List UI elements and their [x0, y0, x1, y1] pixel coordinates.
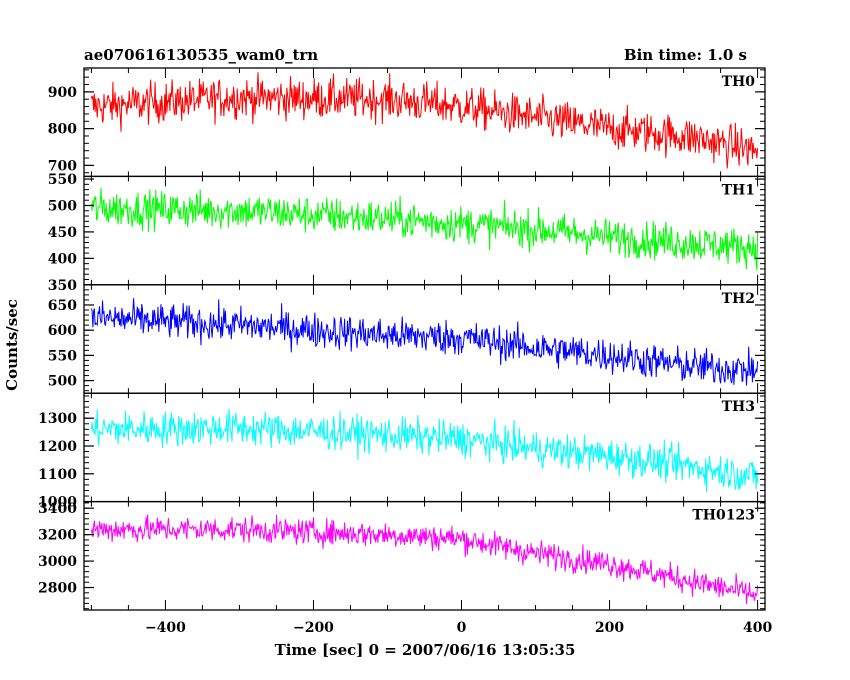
y-tick-label: 1200: [38, 439, 77, 455]
y-tick-label: 550: [48, 172, 77, 188]
panel-th3: 1000 1100 1200 1300 TH3: [38, 392, 766, 511]
x-tick-label: 200: [595, 620, 624, 636]
bin-time-label: Bin time: 1.0 s: [624, 46, 747, 64]
panel-frame: [83, 392, 766, 503]
y-tick-label: 600: [48, 323, 77, 339]
chart-title: ae070616130535_wam0_trn: [84, 46, 318, 64]
y-tick-label: 1100: [38, 467, 77, 483]
y-tick-label: 3400: [38, 501, 77, 517]
x-axis-label: Time [sec] 0 = 2007/06/16 13:05:35: [275, 641, 576, 659]
panel-label: TH0123: [692, 508, 755, 524]
x-tick-label: 400: [743, 620, 772, 636]
y-tick-label: 2800: [38, 581, 77, 597]
series-line-th1: [90, 187, 759, 271]
y-tick-label: 1000: [38, 495, 77, 511]
panel-th0123: 2800 3000 3200 3400 TH0123: [38, 500, 766, 611]
y-tick-label: 500: [48, 374, 77, 390]
y-tick-label: 550: [48, 348, 77, 364]
y-tick-label: 350: [48, 278, 77, 294]
panel-th1: 350 400 450 500 550 TH1: [48, 172, 766, 294]
y-tick-label: 800: [48, 122, 77, 138]
panel-th0: 700 800 900 TH0: [48, 67, 766, 178]
x-tick-label: −400: [145, 620, 186, 636]
panel-frame: [83, 67, 766, 178]
series-line-th3: [90, 408, 759, 493]
y-tick-label: 3000: [38, 554, 77, 570]
x-tick-label: 0: [457, 620, 467, 636]
panels-group: 700 800 900 TH0 350 400 450 500 550 TH1 500 550 600 6…: [38, 67, 772, 636]
y-tick-label: 900: [48, 85, 77, 101]
y-tick-label: 1300: [38, 411, 77, 427]
y-tick-label: 3200: [38, 528, 77, 544]
panel-th2: 500 550 600 650 TH2: [48, 284, 766, 394]
y-tick-label: 650: [48, 298, 77, 314]
y-tick-label: 700: [48, 158, 77, 174]
panel-label: TH0: [722, 74, 756, 90]
y-axis-label: Counts/sec: [3, 299, 21, 391]
panel-frame: [83, 500, 766, 611]
series-line-th2: [90, 298, 759, 386]
panel-label: TH3: [722, 399, 755, 415]
series-line-th0123: [90, 514, 759, 605]
y-tick-label: 500: [48, 198, 77, 214]
series-line-th0: [90, 72, 759, 169]
panel-label: TH2: [722, 291, 755, 307]
panel-label: TH1: [722, 182, 755, 198]
x-tick-label: −200: [293, 620, 334, 636]
y-tick-label: 400: [48, 251, 77, 267]
y-tick-label: 450: [48, 225, 77, 241]
panel-frame: [83, 175, 766, 286]
